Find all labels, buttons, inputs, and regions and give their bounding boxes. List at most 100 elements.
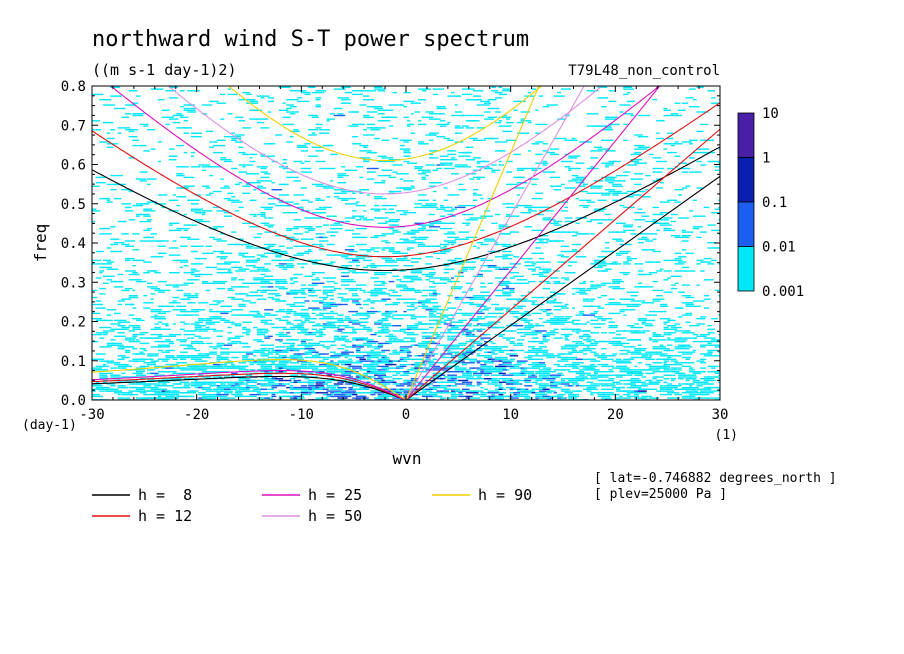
spectral-cell: [282, 360, 288, 362]
spectral-cell: [421, 363, 427, 366]
spectral-cell: [410, 339, 416, 341]
spectral-cell: [264, 335, 269, 337]
spectral-cell: [388, 249, 395, 251]
spectral-cell: [278, 287, 286, 290]
spectral-cell: [553, 280, 561, 283]
spectral-cell: [659, 268, 664, 270]
spectral-cell: [147, 369, 155, 371]
spectral-cell: [245, 333, 250, 336]
spectral-cell: [388, 250, 401, 253]
spectral-cell: [388, 371, 393, 373]
spectral-cell: [524, 167, 536, 170]
spectral-cell: [579, 342, 585, 345]
spectral-cell: [245, 374, 252, 376]
spectral-cell: [696, 160, 702, 163]
spectral-cell: [575, 176, 586, 179]
spectral-cell: [458, 155, 470, 157]
spectral-cell: [623, 86, 632, 88]
spectral-cell: [612, 367, 622, 369]
spectral-cell: [407, 280, 411, 283]
spectral-cell: [535, 383, 541, 385]
spectral-cell: [315, 91, 325, 94]
spectral-cell: [487, 390, 495, 392]
spectral-cell: [231, 277, 238, 279]
spectral-cell: [553, 305, 565, 307]
spectral-cell: [385, 326, 389, 329]
spectral-cell: [381, 356, 387, 359]
spectral-cell: [150, 309, 163, 311]
spectral-cell: [692, 226, 703, 228]
spectral-cell: [154, 337, 162, 339]
spectral-cell: [278, 319, 289, 322]
spectral-cell: [190, 132, 202, 134]
spectral-cell: [513, 365, 520, 368]
spectral-cell: [451, 159, 458, 161]
spectral-cell: [681, 302, 694, 304]
spectral-cell: [575, 342, 579, 345]
spectral-cell: [385, 379, 390, 382]
spectral-cell: [125, 240, 136, 242]
spectral-cell: [667, 137, 674, 140]
spectral-cell: [531, 367, 541, 369]
spectral-cell: [703, 295, 710, 297]
spectral-cell: [308, 201, 313, 203]
spectral-cell: [685, 330, 689, 332]
spectral-cell: [238, 206, 244, 209]
spectral-cell: [418, 355, 422, 357]
spectral-cell: [670, 287, 678, 290]
spectral-cell: [242, 300, 252, 302]
spectral-cell: [626, 291, 639, 293]
spectral-cell: [557, 293, 566, 295]
spectral-cell: [674, 363, 683, 366]
spectral-cell: [363, 114, 370, 117]
spectral-cell: [168, 224, 173, 226]
spectral-cell: [289, 289, 299, 292]
spectral-cell: [667, 333, 672, 336]
spectral-cell: [216, 365, 224, 368]
spectral-cell: [626, 383, 633, 385]
spectral-cell: [703, 381, 709, 383]
spectral-cell: [498, 372, 506, 375]
spectral-cell: [637, 282, 643, 284]
spectral-cell: [322, 309, 327, 311]
spectral-cell: [542, 160, 547, 163]
spectral-cell: [363, 189, 369, 191]
spectral-cell: [634, 371, 638, 373]
spectral-cell: [703, 139, 714, 141]
spectral-cell: [388, 247, 395, 249]
y-tick-label: 0.6: [61, 158, 86, 174]
spectral-cell: [201, 395, 214, 398]
spectral-cell: [586, 192, 597, 194]
spectral-cell: [700, 333, 711, 336]
spectral-cell: [147, 386, 159, 389]
spectral-cell: [377, 371, 388, 373]
spectral-cell: [275, 204, 285, 207]
spectral-cell: [473, 114, 484, 117]
spectral-cell: [462, 125, 469, 127]
spectral-cell: [601, 139, 614, 141]
spectral-cell: [608, 231, 620, 233]
spectral-cell: [275, 339, 283, 341]
spectral-cell: [366, 90, 376, 92]
spectral-cell: [201, 282, 215, 284]
spectral-cell: [165, 90, 176, 92]
spectral-cell: [161, 393, 167, 396]
spectral-cell: [634, 392, 647, 394]
spectral-cell: [597, 199, 607, 201]
spectral-cell: [92, 220, 95, 223]
spectral-cell: [341, 355, 353, 357]
spectral-cell: [436, 123, 450, 126]
spectral-cell: [531, 312, 537, 315]
spectral-cell: [319, 296, 328, 299]
spectral-cell: [92, 120, 100, 122]
spectral-cell: [502, 358, 507, 360]
spectral-cell: [432, 362, 443, 364]
spectral-cell: [659, 379, 664, 382]
spectral-cell: [363, 90, 370, 92]
spectral-cell: [535, 392, 546, 394]
spectral-cell: [333, 196, 340, 198]
spectral-cell: [370, 371, 383, 373]
spectral-cell: [549, 381, 558, 383]
spectral-cell: [714, 289, 720, 292]
y-tick-label: 0.5: [61, 197, 86, 213]
